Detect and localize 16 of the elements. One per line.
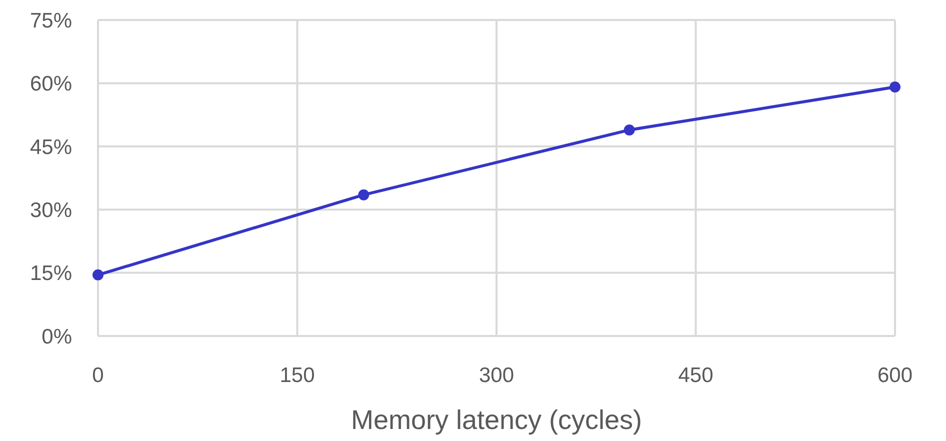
y-tick-label: 45% <box>30 136 72 159</box>
point <box>92 269 104 280</box>
y-tick-label: 0% <box>42 325 72 348</box>
y-tick-label: 75% <box>30 9 72 32</box>
x-tick-label: 450 <box>678 364 714 387</box>
point <box>624 124 635 136</box>
point <box>358 189 370 200</box>
x-tick-label: 150 <box>280 364 315 387</box>
y-tick-label: 60% <box>30 72 72 96</box>
point <box>890 81 900 92</box>
x-tick-label: 300 <box>478 364 514 387</box>
x-tick-label: 0 <box>92 364 104 387</box>
x-tick-label: 600 <box>877 364 913 387</box>
y-tick-label: 30% <box>30 198 72 222</box>
y-tick-label: 15% <box>30 262 72 286</box>
x-axis-title: Memory latency (cycles) <box>350 405 642 435</box>
